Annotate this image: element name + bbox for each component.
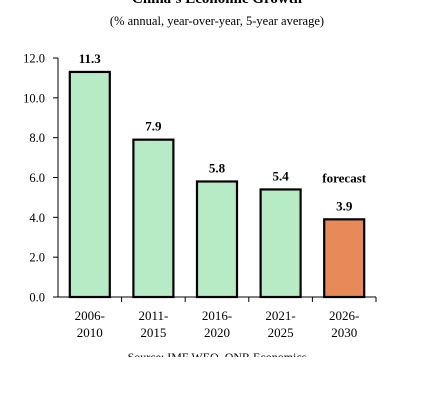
y-tick-label: 4.0: [29, 211, 45, 225]
category-label: 2016-: [202, 308, 232, 323]
category-label: 2006-: [75, 308, 105, 323]
value-label: 11.3: [79, 51, 102, 66]
y-tick-label: 6.0: [29, 171, 45, 185]
y-tick-label: 12.0: [23, 52, 45, 66]
category-label: 2015: [140, 325, 166, 340]
chart-title: China’s Economic Growth: [0, 0, 434, 8]
category-label: 2011-: [138, 308, 168, 323]
labels: 11.3 2006- 2010 7.9 2011- 2015 5.8 2016- 2020 5.4…: [75, 51, 367, 340]
forecast-annotation: forecast: [322, 170, 366, 185]
category-label: 2026-: [329, 308, 359, 323]
chart-subtitle: (% annual, year-over-year, 5-year averag…: [109, 14, 325, 28]
axes: 0.0 2.0 4.0 6.0 8.0 10.0 12.0: [23, 52, 377, 305]
category-label: 2025: [268, 325, 294, 340]
category-label: 2030: [331, 325, 357, 340]
value-label: 3.9: [336, 198, 353, 213]
bar: [195, 180, 239, 299]
y-tick-label: 0.0: [29, 291, 45, 305]
bar: [132, 138, 175, 299]
value-label: 7.9: [145, 119, 162, 134]
bar: [259, 188, 302, 299]
y-tick-label: 10.0: [23, 91, 45, 105]
bars: [68, 70, 366, 299]
y-tick-label: 8.0: [29, 131, 45, 145]
value-label: 5.4: [272, 168, 289, 183]
bar: [68, 70, 111, 299]
category-label: 2021-: [265, 308, 295, 323]
category-label: 2020: [204, 325, 230, 340]
source-note: Source: IMF WEO, ONR Economics: [127, 350, 307, 357]
category-label: 2010: [77, 325, 103, 340]
y-tick-label: 2.0: [29, 251, 45, 265]
value-label: 5.8: [209, 160, 226, 175]
bar: [323, 218, 366, 299]
